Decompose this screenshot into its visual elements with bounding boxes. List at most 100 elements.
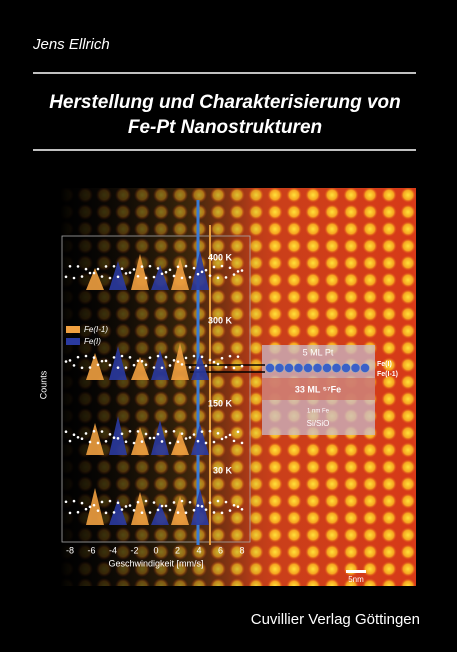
data-point	[84, 267, 88, 271]
data-point	[204, 508, 208, 511]
data-point	[240, 441, 244, 445]
data-point	[228, 509, 232, 512]
data-point	[76, 265, 80, 268]
data-point	[144, 499, 148, 503]
data-point	[196, 504, 200, 507]
atom	[350, 363, 361, 373]
data-point	[84, 354, 88, 358]
data-point	[132, 509, 136, 512]
data-point	[200, 270, 204, 274]
data-point	[92, 429, 96, 433]
data-point	[144, 276, 148, 280]
data-point	[128, 356, 132, 359]
data-point	[68, 439, 72, 443]
data-point	[64, 500, 68, 504]
data-point	[96, 441, 100, 445]
data-point	[184, 437, 188, 440]
data-point	[116, 275, 120, 279]
data-point	[212, 265, 216, 269]
data-point	[200, 430, 204, 433]
data-point	[172, 501, 176, 504]
author: Jens Ellrich	[32, 36, 110, 53]
temperature-label: 30 K	[213, 465, 233, 475]
data-point	[136, 500, 140, 504]
data-point	[216, 276, 220, 280]
title-line: Herstellung und Charakterisierung von	[49, 92, 401, 113]
data-point	[232, 273, 236, 276]
data-point	[176, 440, 180, 444]
data-point	[192, 433, 196, 436]
layer-label: 5 ML Pt	[303, 347, 334, 357]
data-point	[140, 359, 144, 363]
data-point	[204, 441, 208, 445]
data-point	[180, 499, 184, 503]
data-point	[232, 503, 236, 507]
data-point	[148, 264, 152, 268]
temperature-label: 400 K	[208, 252, 233, 262]
atom	[341, 363, 351, 373]
data-point	[96, 363, 100, 367]
spectrum-peak	[171, 431, 189, 455]
data-point	[140, 511, 144, 515]
data-point	[136, 359, 140, 363]
data-point	[236, 270, 240, 273]
data-point	[128, 504, 132, 507]
data-point	[152, 501, 156, 504]
data-point	[224, 276, 228, 279]
spectrum-peak	[191, 489, 209, 525]
data-point	[64, 275, 68, 279]
title-line: Fe-Pt Nanostrukturen	[128, 117, 322, 138]
spectrum-peak	[191, 424, 209, 455]
data-point	[136, 274, 140, 278]
data-point	[172, 429, 176, 433]
legend-label: Fe(I-1)	[84, 325, 108, 334]
data-point	[228, 354, 232, 358]
data-point	[100, 430, 104, 433]
scale-bar	[346, 570, 366, 573]
data-point	[64, 430, 68, 434]
temperature-label: 150 K	[208, 398, 233, 408]
data-point	[116, 501, 120, 505]
data-point	[240, 507, 244, 511]
legend-swatch	[66, 326, 80, 333]
data-point	[68, 359, 72, 362]
data-point	[72, 276, 76, 280]
data-point	[144, 432, 148, 436]
spectrum-peak	[191, 354, 209, 380]
data-point	[160, 440, 164, 443]
data-point	[204, 268, 208, 272]
data-point	[188, 436, 192, 439]
data-point	[92, 271, 96, 275]
data-point	[220, 356, 224, 360]
data-point	[180, 363, 184, 366]
data-point	[184, 511, 188, 514]
data-point	[228, 266, 232, 270]
data-point	[124, 272, 128, 275]
data-point	[240, 269, 244, 272]
data-point	[132, 268, 136, 271]
data-point	[76, 436, 80, 439]
data-point	[148, 436, 152, 440]
data-point	[228, 433, 232, 437]
spectrum-peak	[86, 353, 104, 380]
data-point	[208, 501, 212, 505]
atom	[331, 363, 342, 373]
layer-marker: Fe(I-1)	[377, 371, 398, 378]
data-point	[120, 354, 124, 358]
data-point	[212, 511, 216, 514]
data-point	[80, 275, 84, 278]
data-point	[100, 359, 104, 363]
spectrum-peak	[109, 416, 127, 455]
data-point	[224, 365, 228, 369]
data-point	[192, 508, 196, 512]
data-point	[184, 264, 188, 268]
data-point	[92, 356, 96, 359]
data-point	[208, 429, 212, 433]
data-point	[80, 437, 84, 441]
layer-label: 1 nm Fe	[307, 409, 330, 415]
layer-fe	[262, 378, 375, 400]
data-point	[212, 440, 216, 444]
data-point	[200, 505, 204, 508]
